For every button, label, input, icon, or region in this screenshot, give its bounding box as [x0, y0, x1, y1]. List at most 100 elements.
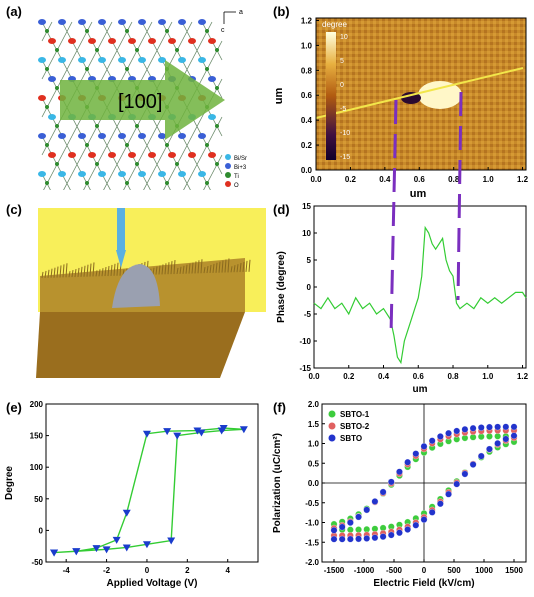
surface-spike — [68, 271, 71, 278]
surface-spike — [173, 260, 176, 275]
lattice-bond — [181, 21, 193, 42]
lattice-atom — [198, 19, 206, 25]
surface-spike — [245, 260, 248, 272]
lattice-bond — [141, 21, 153, 42]
surface-spike — [200, 259, 203, 274]
structure-legend: Bi/Sr Bi+3 Ti O — [225, 154, 247, 189]
panel-d: (d) 0.0 0.2 0.4 0.6 0.8 1.0 1.2 15 10 5 0 -5 -10 -15 u… — [268, 196, 534, 396]
lattice-bond — [111, 116, 123, 137]
pe-point — [404, 458, 411, 466]
legend-label-bi3: Bi+3 — [234, 165, 247, 171]
colorbar-tick-label: 0 — [340, 82, 344, 89]
f-ytick-label: 0.0 — [308, 479, 320, 488]
lattice-atom — [188, 38, 196, 44]
lattice-bond — [141, 173, 153, 194]
panel-d-label: (d) — [273, 202, 290, 217]
d-ytick-label: -15 — [299, 364, 311, 373]
lattice-atom — [178, 19, 186, 25]
tip-apex — [116, 250, 126, 268]
lattice-atom — [118, 171, 126, 177]
direction-arrow — [60, 60, 225, 140]
surface-spike — [185, 264, 188, 274]
lattice-bond — [191, 116, 203, 137]
hysteresis-loop-line — [54, 427, 244, 554]
hysteresis-point — [112, 536, 121, 544]
lattice-atom — [138, 57, 146, 63]
f-ytick-label: -0.5 — [305, 499, 319, 508]
surface-spike — [209, 264, 212, 274]
d-ylabel: Phase (degree) — [276, 251, 287, 323]
lattice-atom — [198, 133, 206, 139]
surface-spike — [206, 265, 209, 274]
lattice-ti-atom — [95, 162, 99, 166]
e-ytick-label: 100 — [30, 463, 44, 472]
hysteresis-point — [72, 548, 81, 556]
pe-point — [347, 535, 354, 543]
f-xtick-label: -1000 — [354, 566, 375, 575]
hysteresis-point — [142, 430, 151, 438]
pe-point — [371, 498, 379, 505]
b-ylabel: um — [273, 88, 285, 105]
lattice-ti-atom — [135, 124, 139, 128]
lattice-ti-atom — [95, 48, 99, 52]
pe-point — [347, 526, 354, 534]
pe-point — [371, 534, 379, 542]
hysteresis-point — [167, 537, 176, 545]
legend-swatch — [328, 434, 336, 442]
pe-point — [420, 443, 428, 450]
lattice-bond — [61, 21, 73, 42]
lattice-ti-atom — [205, 181, 209, 185]
colorbar-tick-label: -15 — [340, 154, 350, 161]
surface-spike — [167, 262, 170, 275]
chart-pe-loops: -1500 -1000 -500 0 500 1000 1500 2.0 1.5 1.0 0.5 0.… — [272, 400, 527, 589]
lattice-ti-atom — [85, 181, 89, 185]
pe-point — [461, 425, 469, 433]
panel-b-label: (b) — [273, 4, 290, 19]
d-ytick-label: -5 — [304, 310, 312, 319]
pe-point — [494, 423, 501, 431]
surface-spike — [242, 261, 245, 273]
lattice-ti-atom — [165, 181, 169, 185]
pe-point — [453, 480, 461, 488]
lattice-atom — [148, 152, 156, 158]
lattice-atom — [38, 19, 46, 25]
lattice-ti-atom — [85, 29, 89, 33]
chart-phase-hysteresis: -4 -2 0 2 4 200 150 100 50 0 -50 Applied Voltage (V… — [4, 400, 259, 589]
lattice-ti-atom — [45, 143, 49, 147]
lattice-atom — [158, 133, 166, 139]
surface-spike — [56, 266, 59, 278]
f-ytick-label: 1.0 — [308, 440, 320, 449]
lattice-ti-atom — [55, 48, 59, 52]
pe-point — [445, 429, 452, 437]
lattice-atom — [48, 152, 56, 158]
lattice-ti-atom — [205, 143, 209, 147]
panel-c-label: (c) — [6, 202, 22, 217]
pe-point — [330, 535, 338, 543]
hysteresis-point — [239, 426, 248, 434]
lattice-bond — [111, 154, 123, 175]
surface-spike — [59, 265, 62, 278]
lattice-atom — [58, 171, 66, 177]
b-ytick-label: 0.0 — [301, 166, 313, 175]
surface-spike — [188, 263, 191, 274]
lattice-atom — [68, 152, 76, 158]
e-xtick-label: -4 — [63, 566, 71, 575]
lattice-atom — [208, 152, 216, 158]
lattice-atom — [88, 152, 96, 158]
lattice-atom — [118, 57, 126, 63]
surface-spike — [80, 266, 83, 277]
pe-point — [510, 423, 518, 431]
pe-point — [404, 526, 411, 533]
lattice-bond — [151, 116, 163, 137]
pe-point — [445, 490, 452, 498]
lattice-ti-atom — [45, 105, 49, 109]
surface-spike — [41, 271, 44, 279]
hysteresis-point — [217, 427, 226, 435]
pe-point — [347, 519, 354, 526]
b-xtick-label: 0.8 — [448, 175, 460, 184]
lattice-atom — [58, 19, 66, 25]
profile-line — [315, 67, 524, 119]
lattice-bond — [151, 40, 163, 61]
pe-point — [387, 478, 395, 486]
pe-point — [412, 450, 420, 458]
